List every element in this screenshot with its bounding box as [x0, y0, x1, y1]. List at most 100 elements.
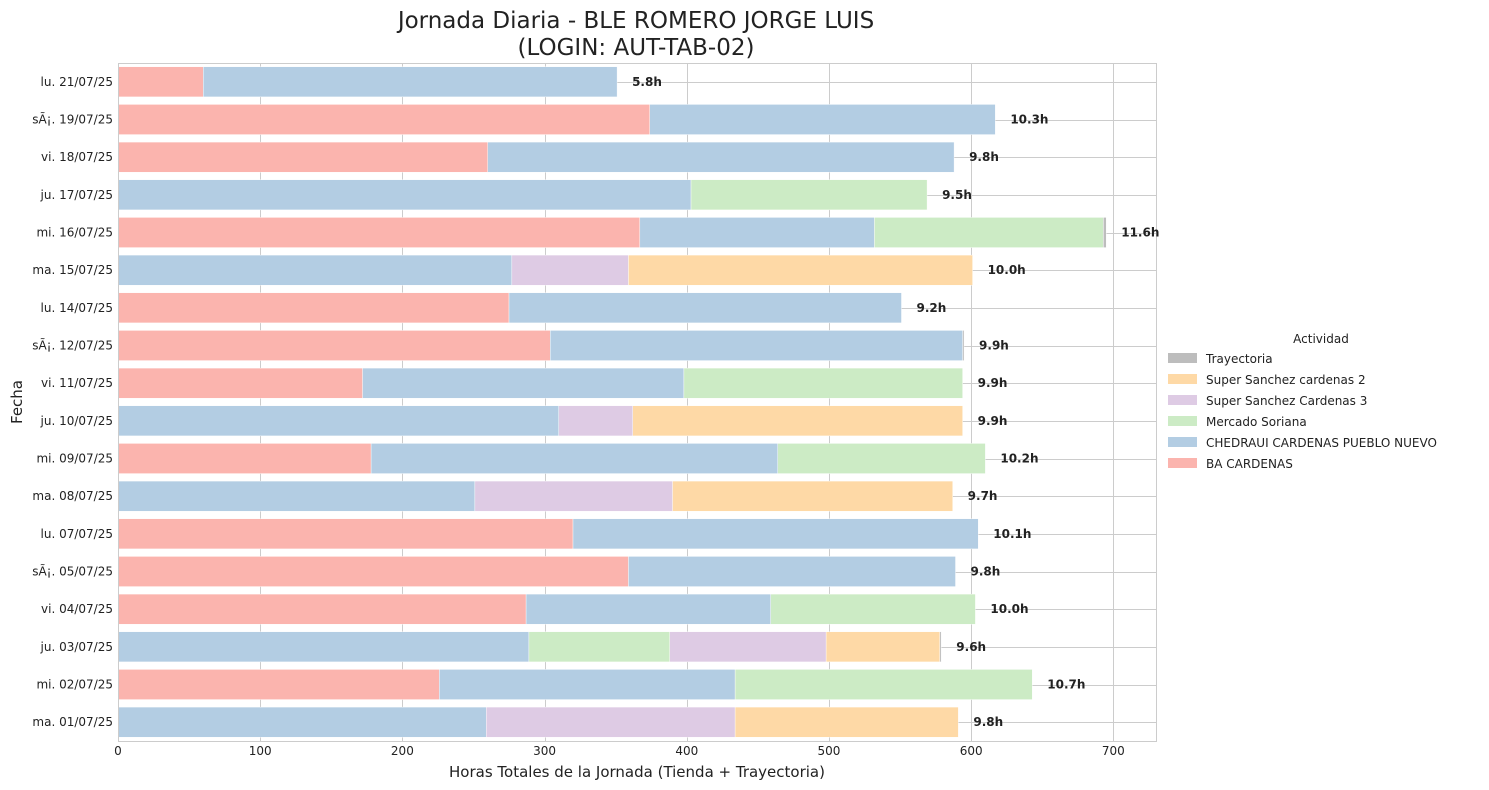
bars-group [117, 66, 1107, 738]
bar-segment [558, 405, 633, 437]
x-tick-label: 700 [1102, 744, 1125, 758]
y-tick-labels: lu. 21/07/25 sÃ¡. 19/07/25 vi. 18/07/25 ju.… [32, 75, 113, 729]
bar-segment [117, 669, 440, 700]
bar-segment [117, 443, 372, 474]
bar-segment [734, 706, 959, 738]
bar-segment [117, 631, 530, 663]
bar-segment [669, 631, 827, 663]
legend-label: Super Sanchez Cardenas 3 [1206, 394, 1367, 408]
y-tick-label: ma. 15/07/25 [32, 263, 113, 277]
bar-segment [632, 405, 963, 437]
y-tick-label: mi. 09/07/25 [36, 452, 113, 466]
total-label: 10.7h [1047, 678, 1085, 692]
bar-segment [117, 141, 488, 173]
bar-segment [117, 330, 551, 361]
bar-segment [528, 631, 670, 663]
chart-subtitle: (LOGIN: AUT-TAB-02) [518, 35, 755, 61]
y-tick-label: ju. 17/07/25 [40, 188, 113, 202]
y-tick-label: mi. 16/07/25 [36, 226, 113, 240]
legend-swatch [1168, 353, 1197, 363]
legend-swatch [1168, 395, 1197, 405]
y-tick-label: lu. 14/07/25 [41, 301, 113, 315]
bar-segment [117, 66, 204, 98]
total-label: 5.8h [632, 75, 662, 89]
bar-segment [628, 556, 956, 587]
x-tick-label: 400 [675, 744, 698, 758]
bar-segment [628, 254, 973, 286]
x-tick-labels: 0 100 200 300 400 500 600 700 [114, 744, 1125, 758]
total-label: 9.5h [942, 188, 972, 202]
legend-label: Mercado Soriana [1206, 415, 1307, 429]
total-label: 9.2h [916, 301, 946, 315]
legend: Actividad Trayectoria Super Sanchez carde… [1168, 332, 1437, 471]
chart-title: Jornada Diaria - BLE ROMERO JORGE LUIS [396, 8, 874, 34]
bar-segment [525, 593, 771, 625]
y-tick-label: ma. 08/07/25 [32, 489, 113, 503]
total-label: 9.8h [969, 150, 999, 164]
bar-segment [117, 179, 692, 211]
bar-segment [734, 669, 1033, 700]
legend-label: Trayectoria [1205, 352, 1273, 366]
total-label: 9.8h [971, 565, 1001, 579]
y-tick-label: mi. 02/07/25 [36, 678, 113, 692]
bar-segment [508, 292, 902, 324]
x-tick-label: 600 [960, 744, 983, 758]
legend-swatch [1168, 416, 1197, 426]
bar-segment [690, 179, 928, 211]
total-label: 9.8h [973, 715, 1003, 729]
total-label: 9.9h [978, 376, 1008, 390]
bar-segment [117, 593, 527, 625]
x-tick-label: 300 [533, 744, 556, 758]
x-tick-label: 200 [391, 744, 414, 758]
bar-segment [486, 706, 736, 738]
total-label: 10.0h [988, 263, 1026, 277]
x-tick-label: 100 [249, 744, 272, 758]
legend-title: Actividad [1293, 332, 1349, 346]
total-label: 9.9h [978, 414, 1008, 428]
total-label: 9.7h [968, 489, 998, 503]
x-tick-label: 0 [114, 744, 122, 758]
plot-frame [118, 63, 1157, 742]
bar-segment [439, 669, 736, 700]
bar-segment [487, 141, 955, 173]
total-label: 9.9h [979, 339, 1009, 353]
bar-segment [117, 292, 510, 324]
bar-segment [639, 217, 875, 248]
bar-segment [649, 104, 996, 135]
total-label: 11.6h [1121, 226, 1159, 240]
y-tick-label: sÃ¡. 05/07/25 [32, 564, 113, 579]
bar-segment [117, 518, 574, 550]
bar-segment [572, 518, 979, 550]
bar-segment [874, 217, 1104, 248]
y-tick-label: vi. 11/07/25 [41, 376, 113, 390]
bar-segment [117, 104, 650, 135]
bar-segment [117, 367, 363, 399]
chart-title-group: Jornada Diaria - BLE ROMERO JORGE LUIS (… [396, 8, 874, 61]
y-tick-label: ma. 01/07/25 [32, 715, 113, 729]
bar-segment [117, 217, 641, 248]
legend-swatch [1168, 437, 1197, 447]
x-axis-label: Horas Totales de la Jornada (Tienda + Tr… [449, 763, 825, 781]
bar-segment [362, 367, 685, 399]
total-labels: 5.8h 10.3h 9.8h 9.5h 11.6h 10.0h 9.2h 9.9h 9.9h 9… [632, 75, 1159, 729]
bar-segment [117, 706, 487, 738]
y-tick-label: ju. 10/07/25 [40, 414, 113, 428]
bar-segment [203, 66, 618, 98]
bar-segment [1103, 217, 1107, 248]
bar-segment [370, 443, 778, 474]
bar-segment [117, 556, 629, 587]
bar-segment [117, 405, 559, 437]
x-tick-label: 500 [818, 744, 841, 758]
bar-segment [962, 330, 965, 361]
legend-swatch [1168, 458, 1197, 468]
legend-label: Super Sanchez cardenas 2 [1206, 373, 1366, 387]
bar-segment [683, 367, 963, 399]
legend-label: BA CARDENAS [1206, 457, 1293, 471]
y-tick-label: lu. 21/07/25 [41, 75, 113, 89]
bar-segment [770, 593, 976, 625]
y-tick-label: sÃ¡. 12/07/25 [32, 338, 113, 353]
bar-segment [474, 480, 673, 512]
bar-segment [117, 254, 513, 286]
total-label: 10.0h [990, 602, 1028, 616]
